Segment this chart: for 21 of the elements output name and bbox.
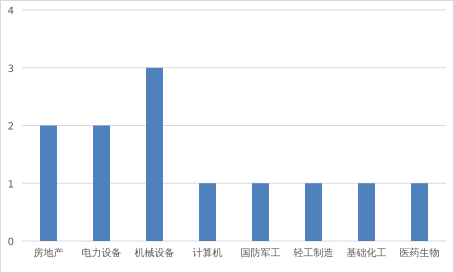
x-tick-label: 医药生物: [400, 247, 440, 259]
x-tick-label: 轻工制造: [294, 247, 334, 259]
y-tick-label: 2: [8, 122, 14, 132]
bar: [252, 183, 269, 241]
x-tick-label: 房地产: [34, 247, 64, 259]
y-tick-label: 3: [8, 64, 14, 75]
bar: [305, 183, 322, 241]
x-tick-label: 计算机: [192, 247, 222, 259]
bar: [40, 126, 57, 241]
x-tick-label: 电力设备: [82, 247, 122, 259]
bar: [358, 183, 375, 241]
y-tick-label: 0: [8, 237, 14, 248]
x-tick-label: 基础化工: [346, 247, 386, 259]
bar: [93, 126, 110, 241]
x-tick-label: 机械设备: [134, 247, 174, 259]
y-tick-label: 1: [8, 179, 14, 190]
bar: [199, 183, 216, 241]
y-tick-label: 4: [8, 6, 14, 17]
bar: [146, 68, 163, 241]
bar: [411, 183, 428, 241]
x-tick-label: 国防军工: [240, 247, 280, 259]
